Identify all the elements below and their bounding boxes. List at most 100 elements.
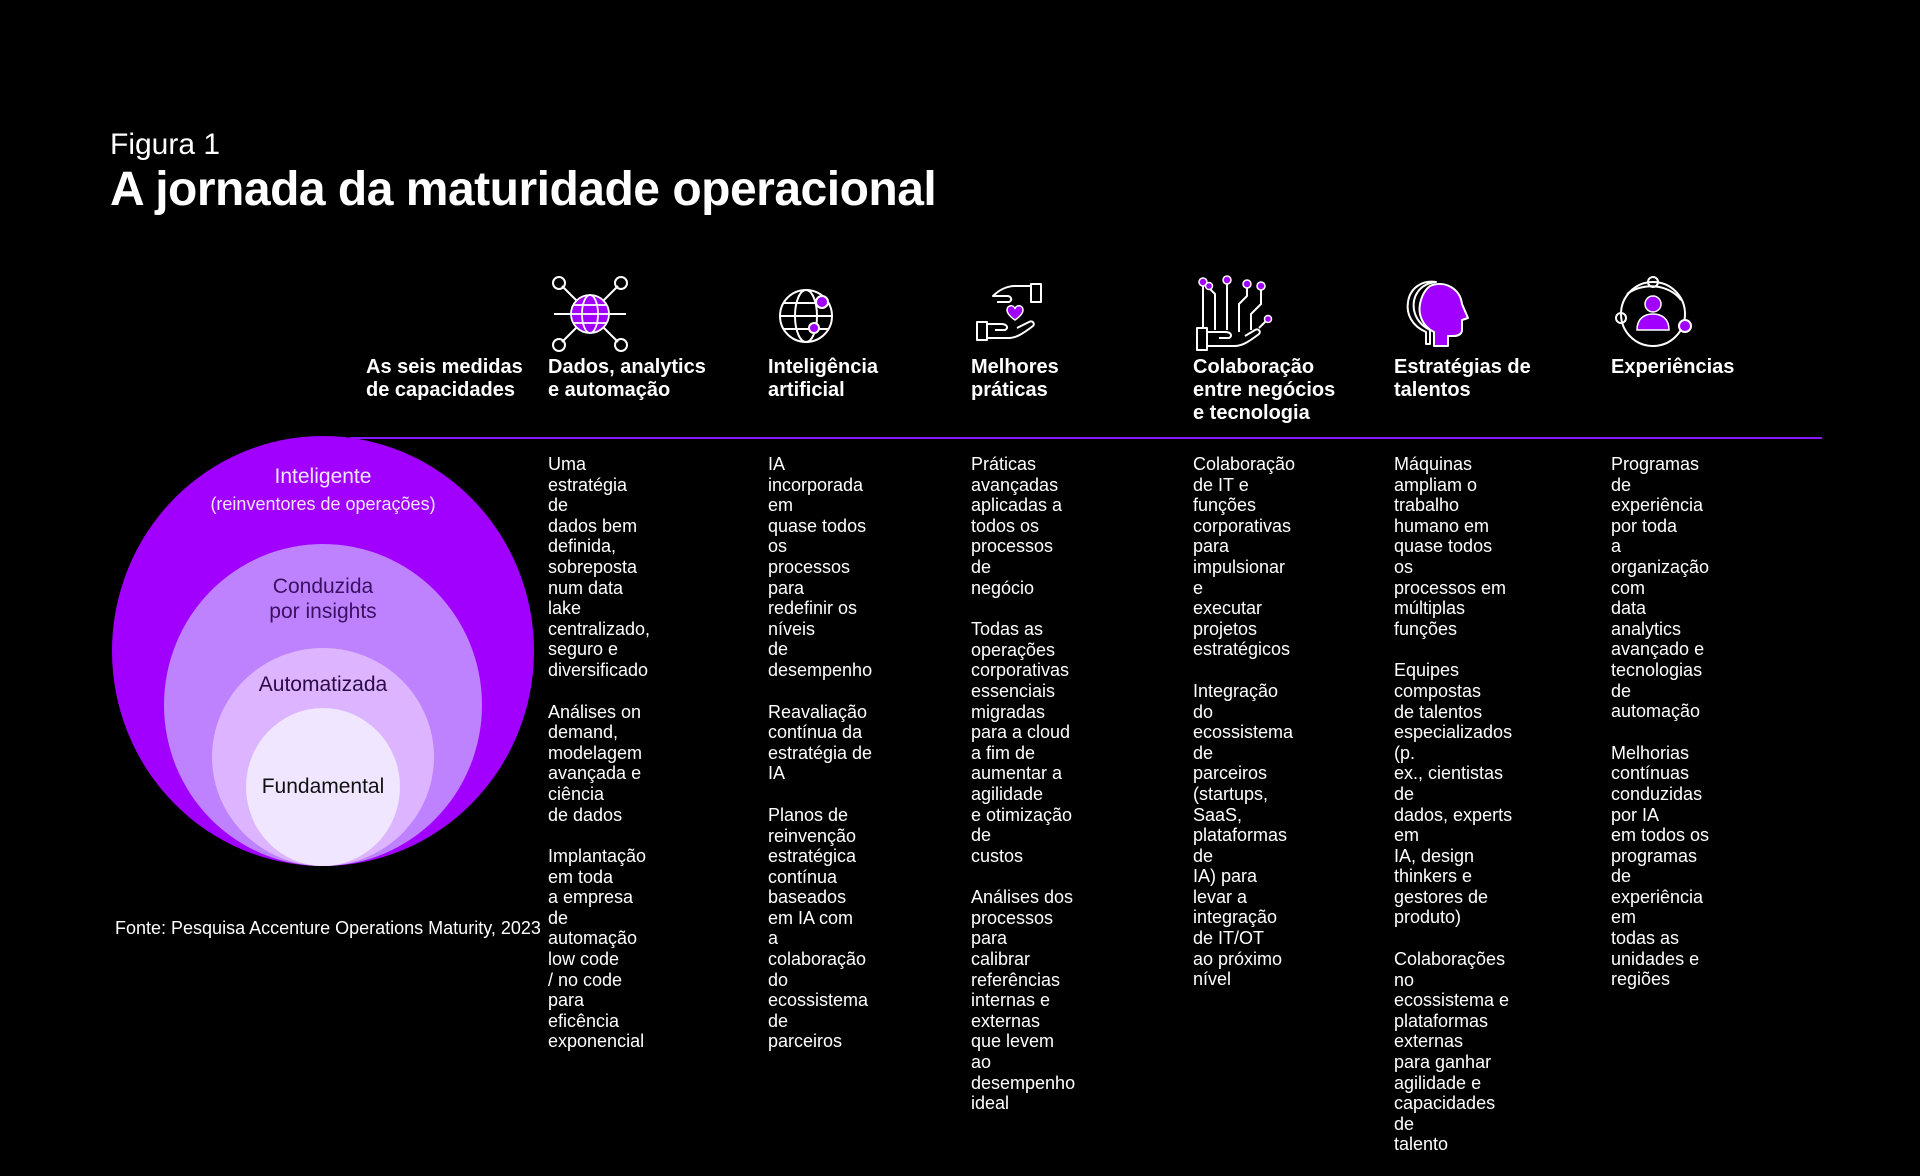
text-line: todas as unidades e: [1611, 928, 1700, 969]
text-line: estratégica contínua: [768, 846, 857, 887]
text-line: ex., cientistas de: [1394, 763, 1504, 804]
text-line: Todas as operações: [971, 619, 1056, 660]
text-line: dados, experts em: [1394, 804, 1513, 846]
text-line: gestores de produto): [1394, 886, 1489, 928]
text-line: exponencial: [548, 1031, 645, 1052]
text-line: agilidade e: [1394, 1072, 1482, 1093]
text-line: Implantação em toda: [548, 846, 647, 887]
text-line: parceiros (startups,: [1193, 763, 1269, 804]
text-line: Planos de reinvenção: [768, 804, 857, 846]
level-automatizada-title: Automatizada: [258, 673, 388, 696]
text-line: Práticas avançadas: [971, 454, 1059, 495]
column-paragraph: Colaborações no ecossistema e plataforma…: [1394, 949, 1512, 1155]
text-line: aplicadas a todos os: [971, 495, 1063, 536]
text-line: negócio: [971, 577, 1035, 598]
text-line: parceiros: [768, 1031, 843, 1052]
text-line: processos para: [971, 907, 1054, 949]
figure-title: A jornada da maturidade operacional: [110, 163, 937, 216]
text-line: trabalho humano em: [1394, 495, 1490, 536]
column-talent-strategies: Estratégias de talentos Máquinas ampliam…: [1394, 274, 1531, 1154]
column-paragraph: Práticas avançadas aplicadas a todos os …: [971, 454, 1075, 598]
row-label: As seis medidas de capacidades: [366, 356, 523, 402]
column-heading-line: Colaboração: [1193, 356, 1315, 378]
text-line: Análises on demand,: [548, 701, 642, 743]
person-orbit-icon: [1615, 276, 1692, 347]
column-experiences: Experiências Programas de experiência po…: [1611, 274, 1734, 989]
column-paragraph: Equipes compostas de talentos especializ…: [1394, 660, 1512, 928]
column-body: IA incorporada em quase todos os process…: [768, 454, 872, 1073]
column-heading-line: e tecnologia: [1193, 402, 1310, 424]
text-line: para a cloud a fim de: [971, 722, 1071, 763]
level-inteligente-subtitle: (reinventores de operações): [210, 494, 436, 514]
text-line: baseados em IA com: [768, 887, 854, 928]
column-paragraph: Reavaliação contínua da estratégia de IA: [768, 702, 872, 784]
text-line: Colaborações no: [1394, 949, 1506, 990]
text-line: plataformas externas: [1394, 1010, 1489, 1052]
text-line: de desempenho: [768, 639, 873, 680]
level-conduzida-subtitle: por insights: [269, 600, 377, 623]
text-line: e otimização de: [971, 804, 1073, 846]
text-line: aumentar a agilidade: [971, 763, 1063, 804]
text-line: automação: [1611, 701, 1701, 722]
column-body: Uma estratégia de dados bem definida, so…: [548, 454, 650, 1073]
text-line: internas e externas: [971, 990, 1051, 1031]
text-line: calibrar referências: [971, 949, 1061, 990]
column-heading-line: e automação: [548, 379, 671, 401]
text-line: a empresa de: [548, 887, 634, 928]
column-heading-line: práticas: [971, 379, 1048, 401]
text-line: estratégia de IA: [768, 742, 873, 784]
header-divider: [350, 437, 1822, 439]
text-line: para ganhar: [1394, 1052, 1492, 1073]
column-body: Práticas avançadas aplicadas a todos os …: [971, 454, 1075, 1135]
text-line: funções corporativas: [1193, 495, 1292, 536]
column-paragraph: Uma estratégia de dados bem definida, so…: [548, 454, 650, 681]
text-line: Programas de: [1611, 454, 1700, 495]
text-line: SaaS, plataformas de: [1193, 804, 1288, 866]
text-line: IA) para levar a: [1193, 866, 1258, 907]
text-line: modelagem: [548, 742, 643, 763]
column-paragraph: Integração do ecossistema de parceiros (…: [1193, 681, 1295, 990]
row-label-line: As seis medidas: [366, 356, 523, 378]
column-heading-line: Experiências: [1611, 356, 1735, 378]
text-line: corporativas: [971, 660, 1070, 681]
column-data-analytics: Dados, analytics e automação Uma estraté…: [548, 274, 706, 1051]
row-label-line: de capacidades: [366, 379, 515, 401]
text-line: custos: [971, 845, 1024, 866]
source-note: Fonte: Pesquisa Accenture Operations Mat…: [115, 918, 541, 938]
text-line: avançado e: [1611, 639, 1705, 660]
text-line: essenciais migradas: [971, 680, 1056, 722]
text-line: Equipes compostas: [1394, 660, 1482, 701]
column-heading: Inteligência artificial: [768, 356, 978, 402]
text-line: ecossistema de: [768, 990, 869, 1031]
text-line: múltiplas funções: [1394, 598, 1466, 639]
column-heading-line: Melhores: [971, 356, 1059, 378]
text-line: processos para: [768, 556, 851, 598]
text-line: integração de IT/OT: [1193, 907, 1278, 949]
text-line: conduzidas por IA: [1611, 783, 1703, 825]
text-line: Melhorias contínuas: [1611, 742, 1690, 784]
circle-fundamental: [246, 708, 400, 866]
text-line: data analytics: [1611, 598, 1682, 639]
text-line: avançada e ciência: [548, 763, 642, 804]
text-line: processos em: [1394, 577, 1507, 598]
column-paragraph: Planos de reinvenção estratégica contínu…: [768, 805, 872, 1052]
column-heading-line: entre negócios: [1193, 379, 1336, 401]
human-head-profile-icon: [1406, 280, 1469, 347]
text-line: contínua da: [768, 722, 863, 743]
hand-circuit-icon: [1196, 275, 1273, 351]
data-globe-network-icon: [552, 276, 628, 352]
column-paragraph: Todas as operações corporativas essencia…: [971, 619, 1075, 866]
level-conduzida-title: Conduzida: [272, 575, 374, 598]
text-line: lake centralizado,: [548, 598, 651, 639]
text-line: redefinir os níveis: [768, 598, 858, 639]
text-line: tecnologias de: [1611, 659, 1703, 701]
text-line: ecossistema de: [1193, 722, 1294, 763]
text-line: sobreposta num data: [548, 556, 638, 598]
column-heading: Colaboração entre negócios e tecnologia: [1193, 356, 1403, 425]
text-line: Colaboração de IT e: [1193, 454, 1296, 495]
hands-heart-icon: [976, 283, 1042, 341]
text-line: para impulsionar e: [1193, 536, 1286, 598]
text-line: desempenho ideal: [971, 1072, 1076, 1114]
text-line: experiência em: [1611, 886, 1704, 928]
column-heading-line: Estratégias de: [1394, 356, 1531, 378]
